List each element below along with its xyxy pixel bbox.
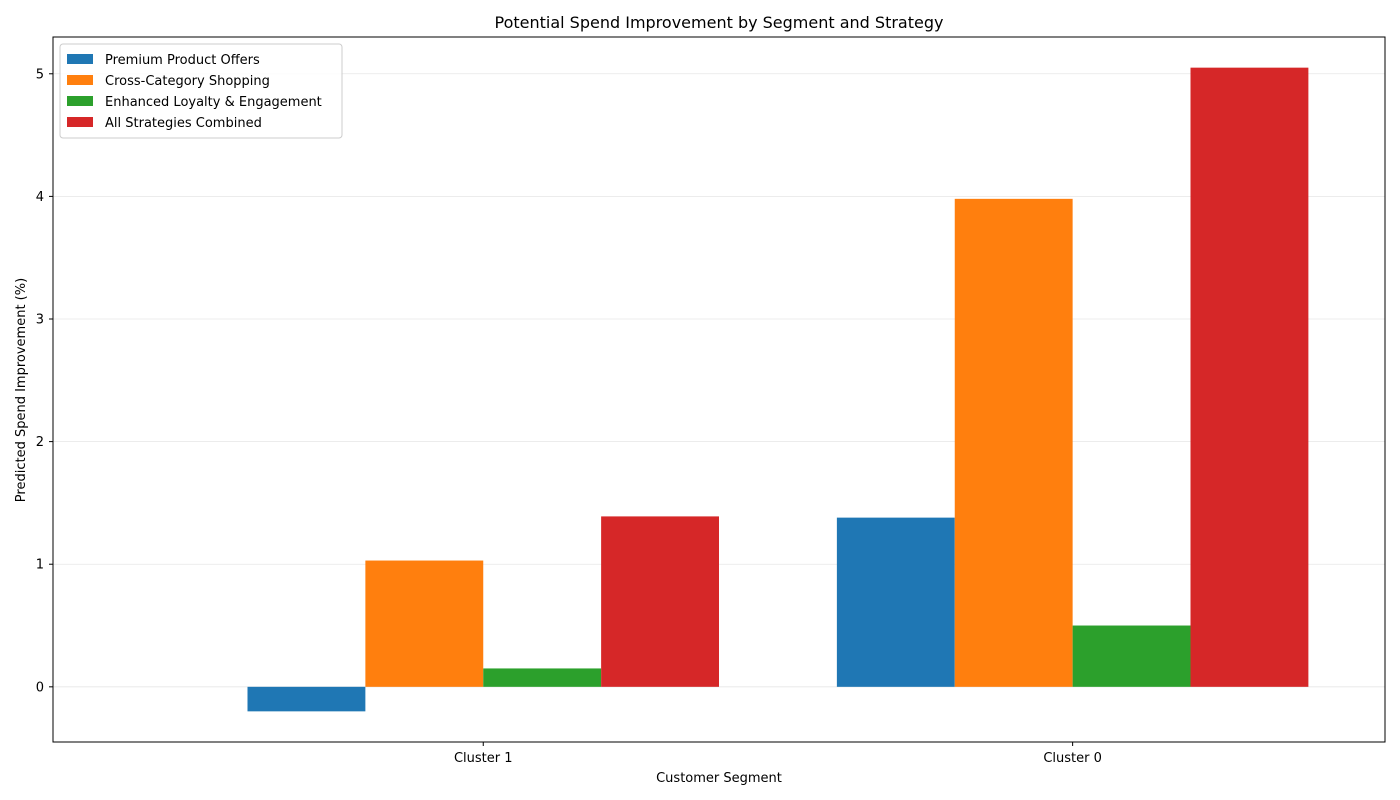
y-tick-label: 3: [36, 313, 44, 328]
y-ticks: 0 1 2 3 4 5: [36, 67, 53, 695]
bar: [247, 686, 366, 712]
bars: [247, 67, 1309, 712]
y-tick-label: 5: [36, 67, 44, 82]
x-axis-label: Customer Segment: [656, 771, 782, 786]
x-ticks: Cluster 1 Cluster 0: [454, 742, 1102, 766]
y-axis-label: Predicted Spend Improvement (%): [14, 278, 29, 502]
bar: [1190, 67, 1309, 687]
plot-frame: [52, 36, 1386, 743]
y-tick-label: 1: [36, 558, 44, 573]
legend-label: Premium Product Offers: [105, 53, 260, 68]
legend-swatch: [67, 96, 93, 106]
legend-label: All Strategies Combined: [105, 116, 262, 131]
legend-swatch: [67, 54, 93, 64]
axes: [52, 36, 1386, 743]
y-tick-label: 0: [36, 680, 44, 695]
chart-title: Potential Spend Improvement by Segment a…: [495, 13, 944, 32]
legend-swatch: [67, 75, 93, 85]
y-tick-label: 2: [36, 435, 44, 450]
bar: [365, 560, 484, 687]
legend: Premium Product Offers Cross-Category Sho…: [59, 43, 343, 139]
bar: [954, 198, 1073, 687]
bar: [483, 668, 602, 687]
y-tick-label: 4: [36, 190, 44, 205]
legend-swatch: [67, 117, 93, 127]
bar: [836, 517, 955, 687]
legend-label: Cross-Category Shopping: [105, 74, 270, 89]
x-tick-label: Cluster 0: [1043, 751, 1102, 766]
x-tick-label: Cluster 1: [454, 751, 513, 766]
bar: [601, 516, 719, 687]
legend-label: Enhanced Loyalty & Engagement: [105, 95, 322, 110]
legend-box: [59, 43, 343, 139]
bar: [1072, 625, 1191, 687]
